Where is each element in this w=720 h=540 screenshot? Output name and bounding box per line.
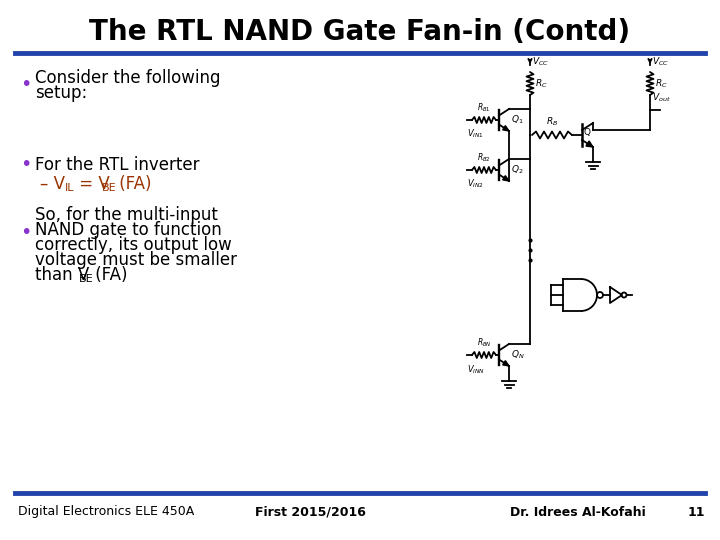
Text: $R_{B2}$: $R_{B2}$ [477, 152, 491, 164]
Polygon shape [503, 361, 509, 366]
Text: $Q_N$: $Q_N$ [511, 349, 525, 361]
Text: For the RTL inverter: For the RTL inverter [35, 156, 199, 174]
Text: (FA): (FA) [90, 266, 127, 284]
Text: Digital Electronics ELE 450A: Digital Electronics ELE 450A [18, 505, 194, 518]
Polygon shape [503, 126, 509, 131]
Text: $R_C$: $R_C$ [655, 78, 667, 90]
Text: Dr. Idrees Al-Kofahi: Dr. Idrees Al-Kofahi [510, 505, 646, 518]
Text: •: • [20, 156, 32, 174]
Text: $V_{IN1}$: $V_{IN1}$ [467, 128, 484, 140]
Text: Consider the following: Consider the following [35, 69, 220, 87]
Text: $V_{CC}$: $V_{CC}$ [532, 56, 549, 68]
Text: BE: BE [79, 274, 94, 284]
Text: than V: than V [35, 266, 89, 284]
Text: •: • [20, 224, 32, 242]
Text: $R_B$: $R_B$ [546, 116, 558, 128]
Text: $V_{out}$: $V_{out}$ [652, 91, 671, 104]
Text: So, for the multi-input: So, for the multi-input [35, 206, 218, 224]
Text: $V_{INN}$: $V_{INN}$ [467, 363, 485, 375]
Text: $V_{IN2}$: $V_{IN2}$ [467, 178, 484, 191]
Text: First 2015/2016: First 2015/2016 [255, 505, 366, 518]
Text: = V: = V [74, 175, 109, 193]
Text: The RTL NAND Gate Fan-in (Contd): The RTL NAND Gate Fan-in (Contd) [89, 18, 631, 46]
Text: $R_C$: $R_C$ [535, 78, 548, 90]
Polygon shape [503, 176, 509, 181]
Text: •: • [20, 75, 32, 93]
Text: voltage must be smaller: voltage must be smaller [35, 251, 237, 269]
Text: 11: 11 [688, 505, 705, 518]
Text: $Q_1$: $Q_1$ [511, 114, 523, 126]
Text: $R_{B1}$: $R_{B1}$ [477, 102, 491, 114]
Text: $V_{CC}$: $V_{CC}$ [652, 56, 669, 68]
Text: IL: IL [65, 183, 74, 193]
Text: $Q_2$: $Q_2$ [511, 164, 523, 176]
Text: NAND gate to function: NAND gate to function [35, 221, 222, 239]
Polygon shape [586, 141, 593, 147]
Text: Q: Q [584, 127, 591, 137]
Text: correctly, its output low: correctly, its output low [35, 236, 232, 254]
Text: $R_{BN}$: $R_{BN}$ [477, 336, 492, 349]
Text: – V: – V [40, 175, 65, 193]
Text: (FA): (FA) [114, 175, 151, 193]
Text: BE: BE [102, 183, 117, 193]
Text: setup:: setup: [35, 84, 87, 102]
